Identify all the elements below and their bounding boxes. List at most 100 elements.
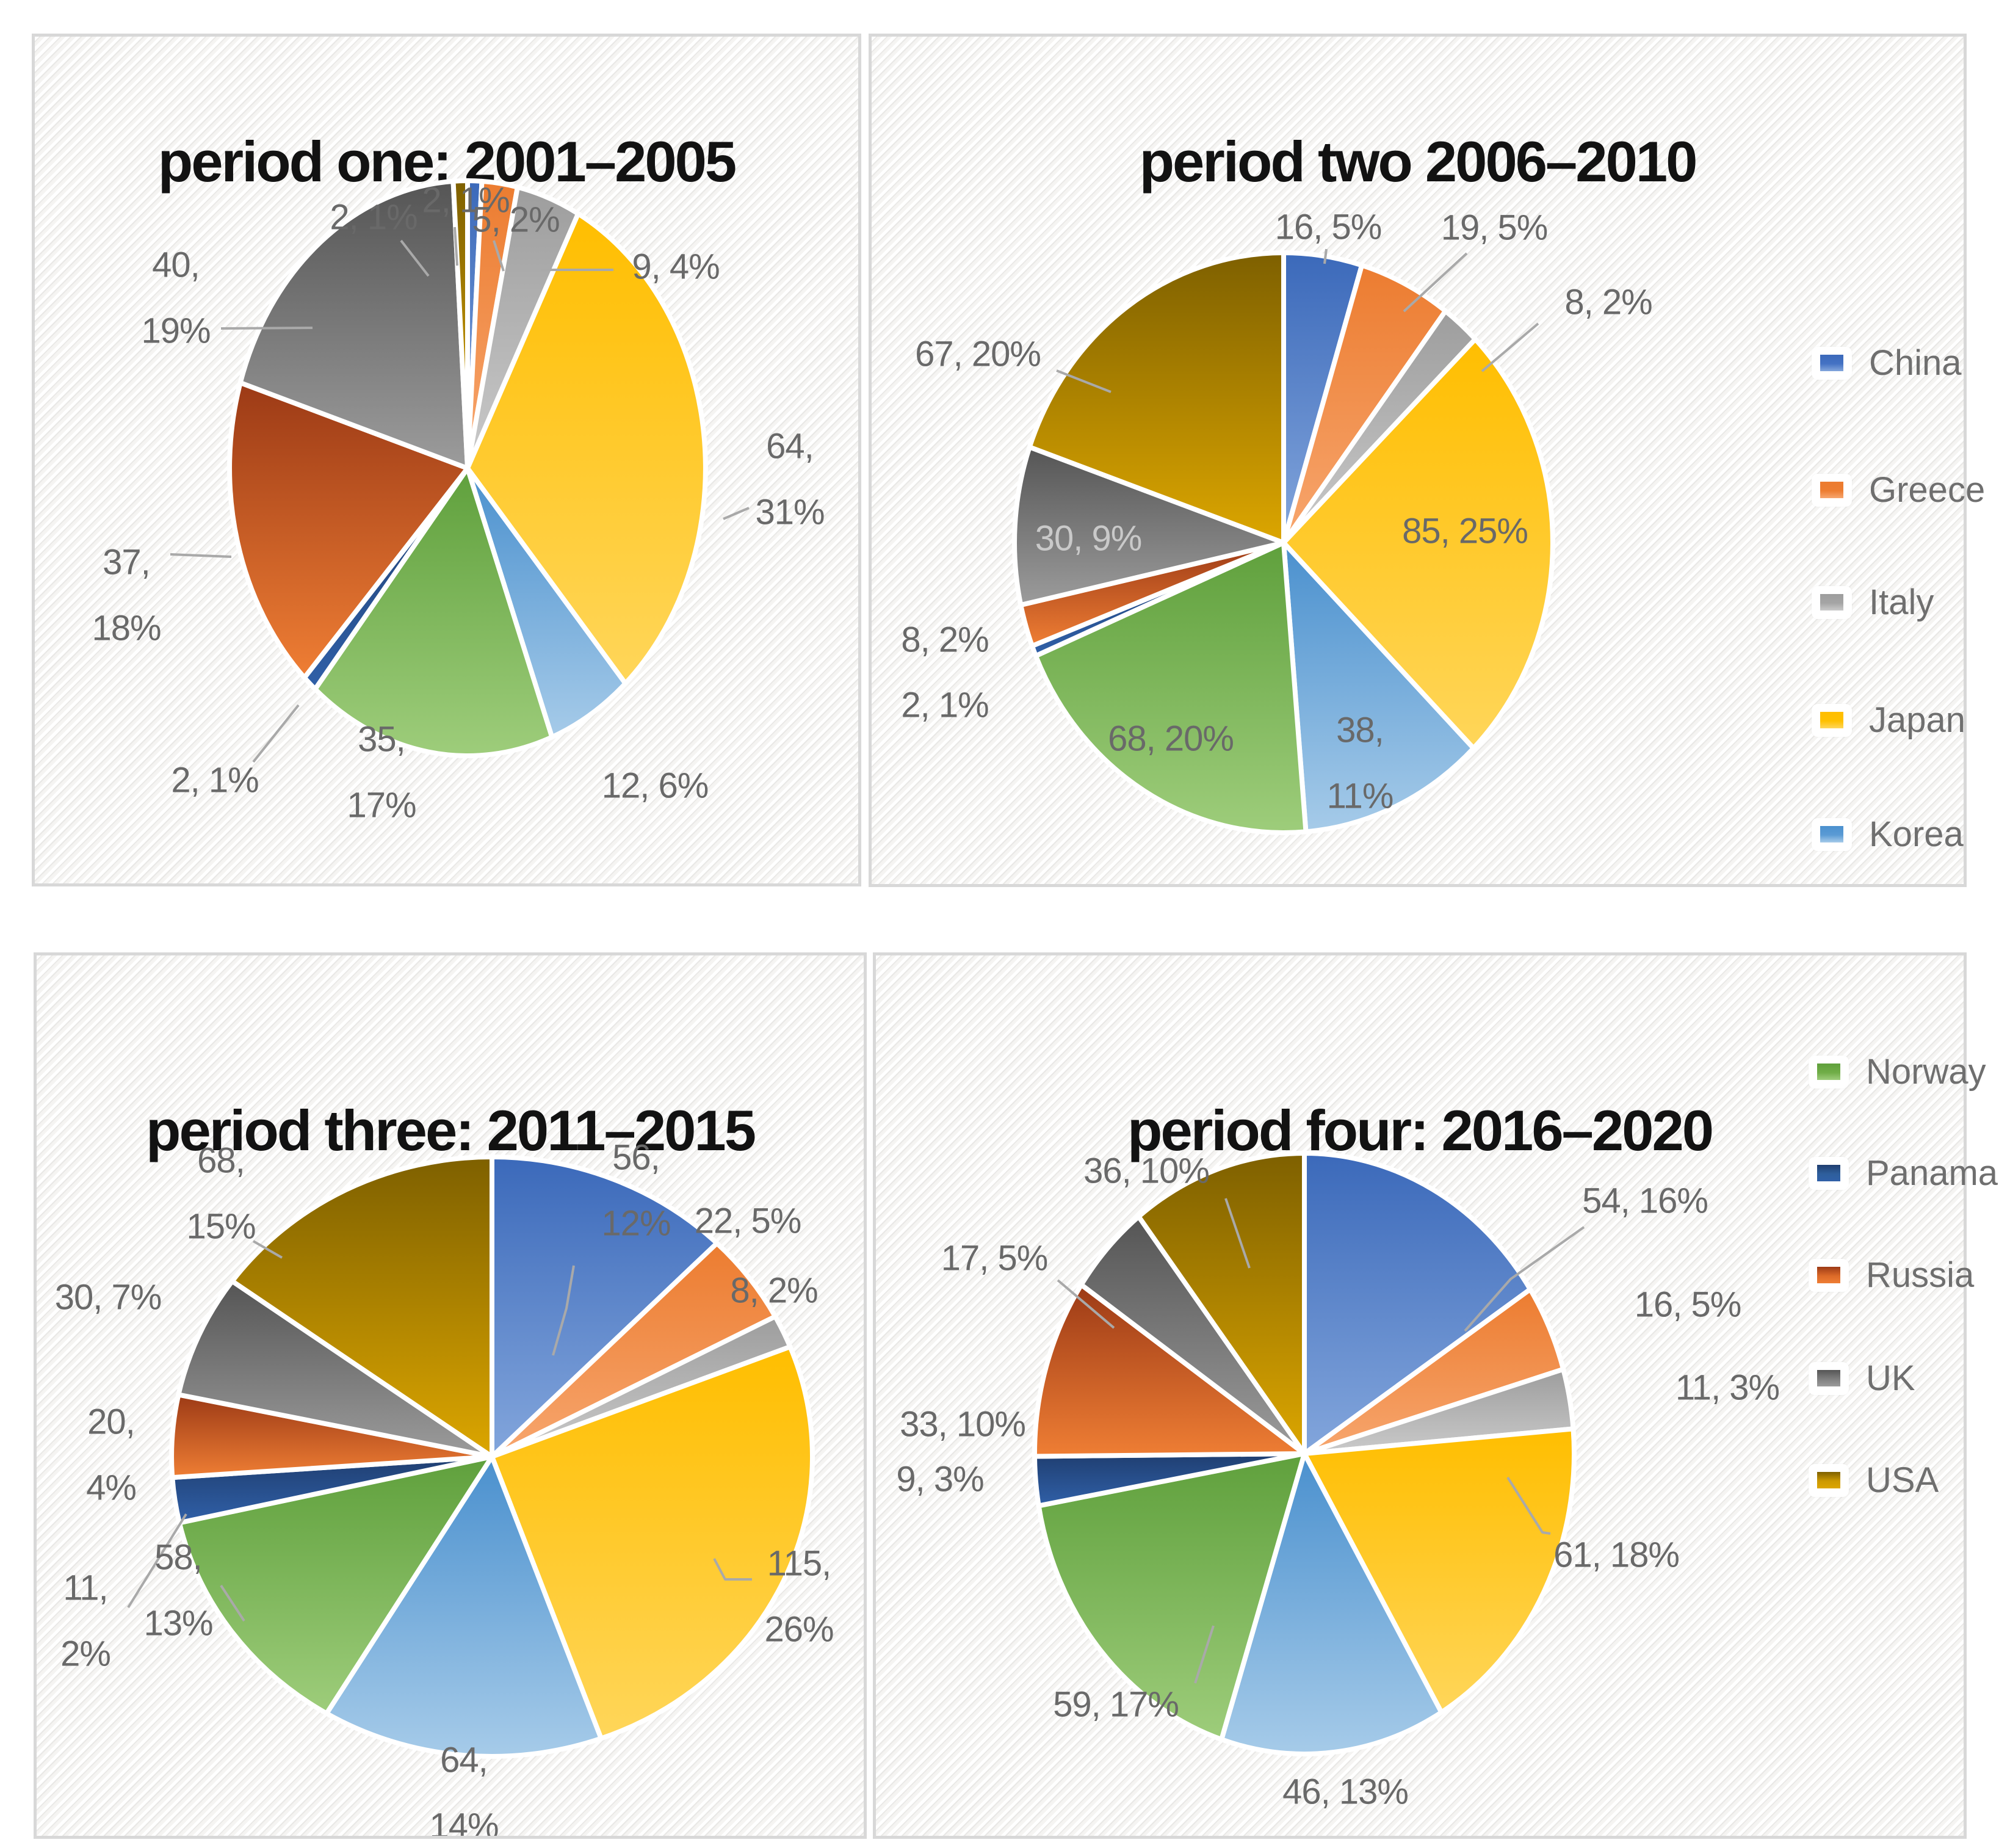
period-two-label-korea: 38, [1336,711,1384,750]
period-two-slice-korea[interactable] [1281,540,1477,835]
pie-period-two: 16, 5% 19, 5% 8, 2% 85, 25% 38, 11% 68, 20% 2, … [901,208,1653,836]
period-one-label-norway: 17% [347,786,416,825]
period-three-slice-china[interactable] [490,1154,720,1459]
legend-marker-chip [1809,1156,1849,1190]
legend-label-russia: Russia [1866,1255,1975,1295]
period-one-slice-korea[interactable] [465,466,628,740]
period-two-slice-norway[interactable] [1033,540,1309,836]
period-one-leader-japan [723,507,750,520]
period-four-label-italy: 11, 3% [1675,1368,1779,1408]
period-two-slice-usa[interactable] [1027,250,1286,545]
legend-swatch-china [1820,355,1843,371]
period-two-label-korea: 11% [1327,777,1394,816]
legend-marker-chip [1809,1463,1849,1497]
period-two-label-norway: 68, 20% [1108,719,1234,759]
period-two-slice-greece[interactable] [1281,263,1448,545]
period-one-label-russia: 37, [103,543,150,582]
legend-marker-chip [1809,1055,1849,1089]
legend-item-uk[interactable]: UK [1809,1358,1915,1399]
legend-swatch-uk [1817,1370,1840,1386]
period-one-slice-russia[interactable] [227,380,470,680]
legend-label-japan: Japan [1869,700,1966,740]
period-four-slice-usa[interactable] [1136,1151,1307,1456]
period-one-label-japan: 31% [755,493,824,532]
period-two-slice-uk[interactable] [1012,444,1286,607]
period-four-slice-japan[interactable] [1302,1426,1577,1715]
period-three-label-italy: 8, 2% [730,1271,817,1311]
period-three-label-panama: 11, [63,1568,107,1608]
period-four-slice-china[interactable] [1302,1151,1533,1456]
legend-swatch-korea [1820,826,1843,842]
period-one-leader-greece [493,240,505,272]
period-three-leader-panama [127,1513,187,1609]
legend-item-korea[interactable]: Korea [1812,814,1964,855]
panel-period-two: period two 2006–2010 16, 5% 19, 5% 8, 2% 85… [869,34,1985,887]
period-two-slice-japan[interactable] [1281,336,1555,751]
legend-marker-chip [1812,585,1852,619]
period-two-label-uk: 30, 9% [1035,519,1142,559]
period-three-leader-norway [220,1584,245,1622]
legend-swatch-greece [1820,482,1843,498]
period-four-slice-russia[interactable] [1032,1282,1307,1459]
period-one-label-russia: 18% [92,609,161,648]
legend-item-norway[interactable]: Norway [1809,1051,1986,1092]
legend-item-italy[interactable]: Italy [1812,582,1934,623]
period-two-label-russia: 8, 2% [901,620,988,660]
legend-swatch-japan [1820,712,1843,728]
period-four-leader-norway [1194,1625,1215,1684]
period-three-slice-usa[interactable] [230,1154,494,1459]
legend-label-korea: Korea [1869,814,1964,854]
period-four-label-greece: 16, 5% [1635,1285,1741,1325]
panel-period-three: period three: 2011–2015 56, 12% 22, 5% 8, 2… [34,952,867,1839]
period-three-label-russia: 20, [87,1402,135,1442]
period-four-label-usa: 36, 10% [1083,1151,1209,1191]
legend-label-uk: UK [1866,1358,1915,1398]
period-four-label-russia: 33, 10% [900,1405,1025,1444]
period-two-leader-italy [1481,322,1539,372]
chart-title-period-three: period three: 2011–2015 [146,1098,756,1163]
period-four-leader-china [1464,1226,1585,1332]
period-two-label-panama: 2, 1% [901,686,988,725]
legend-marker-chip [1812,703,1852,737]
period-three-label-china: 12% [601,1204,670,1244]
legend-item-russia[interactable]: Russia [1809,1255,1974,1295]
period-one-label-greece: 5, 2% [472,200,559,240]
pie-period-one: 2, 1%5, 2%9, 4%64,31%12, 6%35,17%2, 1%37… [92,178,825,825]
period-one-label-usa: 2, 1% [330,198,417,237]
legend-item-china[interactable]: China [1812,342,1962,383]
period-one-slice-norway[interactable] [313,466,555,758]
period-one-leader-russia [170,553,232,558]
period-three-slice-japan[interactable] [490,1344,815,1741]
period-three-label-greece: 22, 5% [695,1201,801,1241]
period-one-slice-japan[interactable] [465,211,708,686]
legend-item-panama[interactable]: Panama [1809,1153,1998,1194]
period-four-label-norway: 59, 17% [1053,1685,1179,1725]
legend-item-japan[interactable]: Japan [1812,700,1965,741]
period-four-slice-korea[interactable] [1219,1451,1444,1756]
legend-item-usa[interactable]: USA [1809,1460,1939,1501]
period-one-label-japan: 64, [766,427,814,466]
period-four-label-uk: 17, 5% [941,1239,1048,1278]
legend-period-two: China Greece Italy Japan Korea [872,37,1985,884]
period-four-leader-usa [1224,1198,1251,1269]
period-three-slice-korea[interactable] [324,1454,604,1759]
period-one-label-norway: 35, [358,720,405,759]
period-three-slice-norway[interactable] [176,1454,494,1716]
period-two-leader-usa [1056,369,1112,393]
legend-item-greece[interactable]: Greece [1812,469,1985,510]
chart-title-period-four: period four: 2016–2020 [1127,1098,1714,1163]
period-three-slice-uk[interactable] [176,1278,494,1459]
period-four-label-panama: 9, 3% [896,1460,983,1499]
period-three-label-uk: 30, 7% [55,1278,162,1317]
period-one-label-panama: 2, 1% [171,761,258,800]
period-one-leader-china [454,226,458,266]
legend-marker-chip [1809,1258,1849,1292]
legend-label-greece: Greece [1869,470,1986,510]
period-four-slice-norway[interactable] [1036,1451,1307,1742]
legend-swatch-norway [1817,1064,1840,1080]
period-three-label-usa: 68, [197,1141,245,1181]
legend-swatch-panama [1817,1165,1840,1181]
period-two-leader-china [1323,248,1328,264]
period-two-label-greece: 19, 5% [1441,208,1548,248]
